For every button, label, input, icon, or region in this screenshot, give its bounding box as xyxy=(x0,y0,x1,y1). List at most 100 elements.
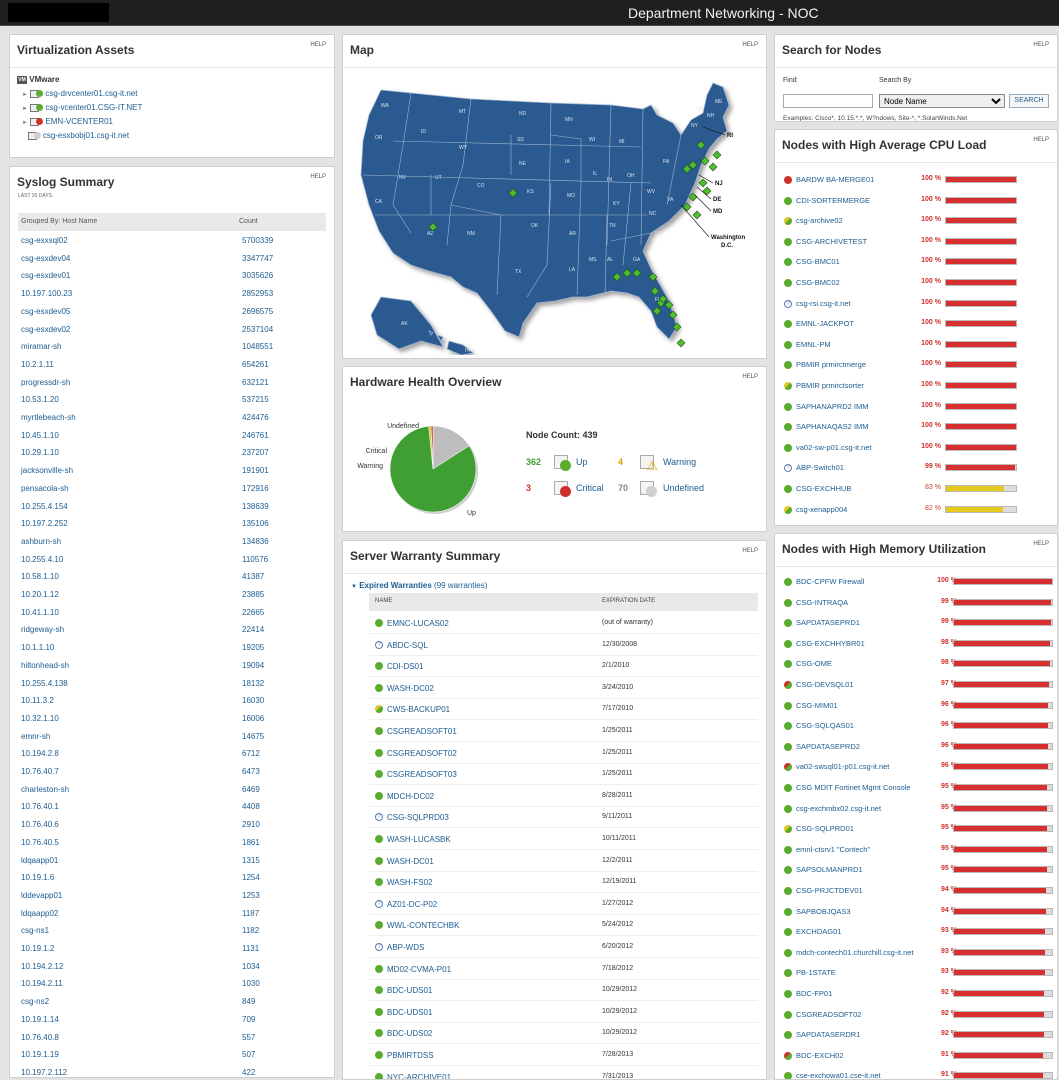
syslog-row[interactable]: 10.58.1.10 41387 xyxy=(10,569,334,586)
node-location-marker[interactable] xyxy=(682,164,692,174)
syslog-host[interactable]: myrtlebeach-sh xyxy=(21,413,76,422)
expand-icon[interactable]: ► xyxy=(22,106,28,112)
warranty-row[interactable]: WASH-LUCASBK 10/11/2011 xyxy=(369,829,758,850)
syslog-count[interactable]: 6712 xyxy=(242,749,260,759)
warranty-row[interactable]: WASH-DC02 3/24/2010 xyxy=(369,678,758,699)
node-location-marker[interactable] xyxy=(688,160,698,170)
node-location-marker[interactable] xyxy=(700,156,710,166)
syslog-host[interactable]: 10.76.40.1 xyxy=(21,802,59,812)
syslog-row[interactable]: emnr-sh 14675 xyxy=(10,729,334,746)
cpu-node-row[interactable]: PBMIR prmirctsorter 100 % xyxy=(775,378,1057,395)
state-label[interactable]: IN xyxy=(607,177,612,183)
syslog-count[interactable]: 1131 xyxy=(242,944,260,953)
memory-node-row[interactable]: CSG-SQLPRD01 95 % xyxy=(775,821,1057,838)
syslog-row[interactable]: 10.11.3.2 16030 xyxy=(10,693,334,710)
pie-slice-critical[interactable] xyxy=(430,425,434,470)
syslog-count[interactable]: 172916 xyxy=(242,483,269,493)
warranty-row[interactable]: CSGREADSOFT01 1/25/2011 xyxy=(369,721,758,742)
syslog-count[interactable]: 709 xyxy=(242,1014,256,1024)
state-label[interactable]: FL xyxy=(655,297,661,303)
syslog-row[interactable]: jacksonville-sh 191901 xyxy=(10,463,334,480)
node-link[interactable]: BDC-EXCH02 xyxy=(796,1050,844,1060)
expand-icon[interactable] xyxy=(22,134,25,140)
syslog-row[interactable]: 10.45.1.10 246761 xyxy=(10,428,334,445)
node-link[interactable]: BDC-CPFW Firewall xyxy=(796,577,865,586)
state-label[interactable]: KY xyxy=(613,201,620,207)
syslog-host[interactable]: 10.194.2.8 xyxy=(21,749,59,759)
warranty-row[interactable]: BDC-UDS02 10/29/2012 xyxy=(369,1023,758,1045)
memory-node-row[interactable]: SAPDATASEPRD2 96 % xyxy=(775,739,1057,756)
node-location-marker[interactable] xyxy=(658,294,668,304)
syslog-row[interactable]: csg-esxdev02 2537104 xyxy=(10,322,334,339)
syslog-host[interactable]: progressdr-sh xyxy=(21,377,71,387)
legend-undefined[interactable]: 70 Undefined xyxy=(618,481,718,499)
state-label[interactable]: CA xyxy=(375,199,383,205)
help-link[interactable]: HELP xyxy=(310,174,326,180)
syslog-host[interactable]: 10.194.2.11 xyxy=(21,979,63,989)
warranty-row[interactable]: CDI-DS01 2/1/2010 xyxy=(369,656,758,678)
syslog-row[interactable]: 10.20.1.12 23885 xyxy=(10,587,334,604)
node-link[interactable]: CSG-ARCHIVETEST xyxy=(796,236,868,246)
legend-label[interactable]: Critical xyxy=(576,483,604,493)
state-label[interactable]: ID xyxy=(421,129,426,135)
cpu-node-row[interactable]: ? csg-rsi.csg-it.net 100 % xyxy=(775,296,1057,313)
state-label[interactable]: CO xyxy=(477,183,485,189)
state-label[interactable]: AZ xyxy=(427,231,433,237)
state-label[interactable]: AK xyxy=(401,321,408,327)
node-link[interactable]: CSG MDIT Fortinet Mgmt Console xyxy=(796,783,911,792)
syslog-count[interactable]: 1187 xyxy=(242,908,260,918)
vmware-root[interactable]: VMware xyxy=(29,75,60,84)
cpu-node-row[interactable]: CSG-EXCHHUB 83 % xyxy=(775,481,1057,498)
node-link[interactable]: CSG-EXCHHUB xyxy=(796,484,852,493)
node-location-marker[interactable] xyxy=(612,272,622,282)
node-link[interactable]: SAPHANAPRD2 IMM xyxy=(796,401,869,411)
syslog-count[interactable]: 41387 xyxy=(242,572,265,582)
state-label[interactable]: UT xyxy=(435,175,442,181)
memory-node-row[interactable]: SAPSOLMANPRD1 95 % xyxy=(775,862,1057,879)
node-location-marker[interactable] xyxy=(682,202,692,212)
warranty-server-link[interactable]: CDI-DS01 xyxy=(387,662,424,672)
syslog-row[interactable]: 10.76.40.6 2910 xyxy=(10,817,334,834)
syslog-count[interactable]: 14675 xyxy=(242,731,265,741)
state-label[interactable]: MO xyxy=(567,193,575,199)
group-label[interactable]: Expired Warranties xyxy=(359,581,432,590)
syslog-count[interactable]: 5700339 xyxy=(242,236,274,245)
warranty-row[interactable]: MDCH-DC02 8/28/2011 xyxy=(369,786,758,807)
warranty-row[interactable]: PBMIRTDSS 7/28/2013 xyxy=(369,1045,758,1066)
syslog-count[interactable]: 237207 xyxy=(242,448,269,458)
vcenter-item[interactable]: ► csg-drvcenter01.csg-it.net xyxy=(22,89,334,106)
syslog-host[interactable]: 10.255.4.154 xyxy=(21,501,68,511)
warranty-server-link[interactable]: MDCH-DC02 xyxy=(387,791,435,801)
syslog-host[interactable]: 10.19.1.6 xyxy=(21,873,55,883)
warranty-server-link[interactable]: MD02-CVMA-P01 xyxy=(387,964,452,974)
node-location-marker[interactable] xyxy=(668,310,678,320)
state-label[interactable]: NE xyxy=(519,161,527,167)
memory-node-row[interactable]: CSG-DEVSQL01 97 % xyxy=(775,677,1057,694)
syslog-row[interactable]: 10.76.40.7 6473 xyxy=(10,764,334,781)
syslog-host[interactable]: csg-esxdev05 xyxy=(21,306,71,316)
syslog-host[interactable]: 10.19.1.19 xyxy=(21,1050,59,1060)
node-location-marker[interactable] xyxy=(698,178,708,188)
help-link[interactable]: HELP xyxy=(742,548,758,554)
node-link[interactable]: PB-1STATE xyxy=(796,968,836,978)
syslog-count[interactable]: 507 xyxy=(242,1050,256,1060)
syslog-count[interactable]: 424476 xyxy=(242,413,269,422)
syslog-host[interactable]: 10.76.40.6 xyxy=(21,820,59,830)
syslog-count[interactable]: 16030 xyxy=(242,696,265,706)
memory-node-row[interactable]: csg-exchmbx02.csg-it.net 95 % xyxy=(775,801,1057,818)
node-link[interactable]: EMNL-JACKPOT xyxy=(796,319,854,329)
node-link[interactable]: EMNL-PM xyxy=(796,339,831,349)
syslog-count[interactable]: 110576 xyxy=(242,554,269,564)
syslog-count[interactable]: 135106 xyxy=(242,519,269,529)
state-label[interactable]: MI xyxy=(619,139,625,145)
state-label[interactable]: GA xyxy=(633,257,641,263)
warranty-row[interactable]: ? AZ01-DC-P02 1/27/2012 xyxy=(369,894,758,915)
syslog-host[interactable]: csg-ns2 xyxy=(21,997,50,1007)
syslog-count[interactable]: 2537104 xyxy=(242,324,274,334)
help-link[interactable]: HELP xyxy=(742,42,758,48)
node-link[interactable]: CSG-PRJCTDEV01 xyxy=(796,886,863,895)
syslog-count[interactable]: 654261 xyxy=(242,359,269,369)
state-label[interactable]: VT xyxy=(697,107,703,113)
legend-warning[interactable]: 4 ⚠ Warning xyxy=(618,455,718,473)
node-link[interactable]: PBMIR prmirctsorter xyxy=(796,381,864,390)
